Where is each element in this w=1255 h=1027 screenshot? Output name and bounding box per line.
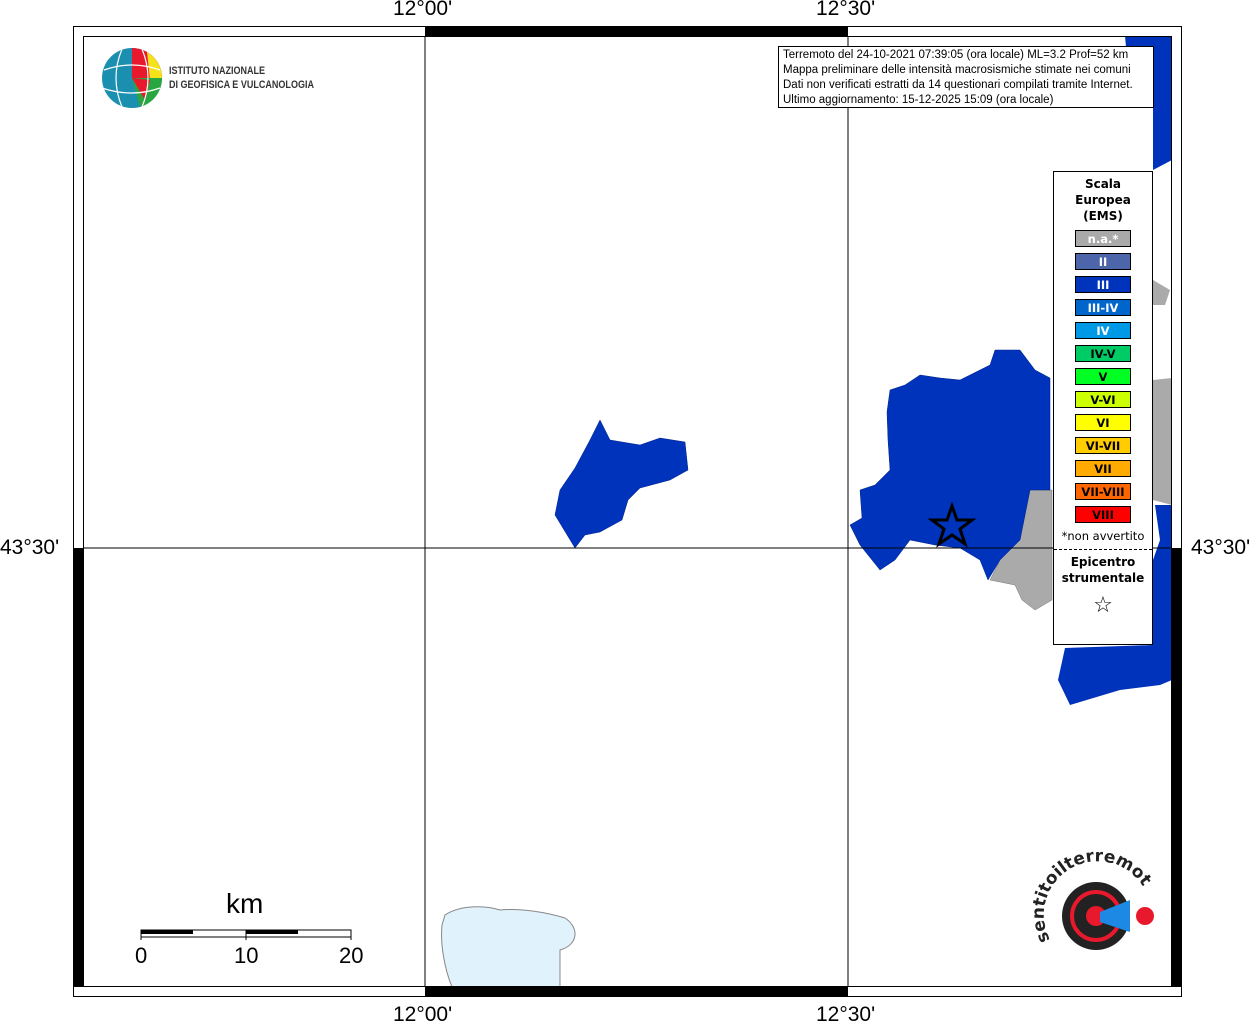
- info-line-2: Mappa preliminare delle intensità macros…: [783, 64, 1131, 76]
- lon-label-top-1200: 12°00': [393, 0, 453, 20]
- logo-line1: ISTITUTO NAZIONALE: [169, 65, 266, 77]
- lat-label-left: 43°30': [0, 536, 60, 559]
- region-not-felt: [1153, 280, 1172, 505]
- legend-swatch: VI-VII: [1075, 437, 1131, 454]
- scale-label-0: 0: [135, 943, 148, 968]
- legend-swatch: III-IV: [1075, 299, 1131, 316]
- region-intensity-III: [554, 419, 689, 549]
- star-outline-icon: ☆: [1093, 593, 1113, 618]
- info-line-3: Dati non verificati estratti da 14 quest…: [783, 79, 1133, 91]
- legend-swatch: III: [1075, 276, 1131, 293]
- info-line-4: Ultimo aggiornamento: 15-12-2025 15:09 (…: [783, 94, 1054, 106]
- legend-swatch: V: [1075, 368, 1131, 385]
- legend-swatch: V-VI: [1075, 391, 1131, 408]
- scale-label-20: 20: [339, 943, 364, 968]
- epicenter-star-icon: [927, 501, 977, 548]
- legend-swatch: VIII: [1075, 506, 1131, 523]
- ingv-logo-text: ISTITUTO NAZIONALE DI GEOFISICA E VULCAN…: [169, 64, 314, 92]
- lat-label-right: 43°30': [1191, 536, 1251, 559]
- region-intensity-III: [1058, 505, 1172, 705]
- region-intensity-III: [1100, 36, 1172, 170]
- scale-label-10: 10: [234, 943, 259, 968]
- legend-swatch: n.a.*: [1075, 230, 1131, 247]
- lon-label-top-1230: 12°30': [816, 0, 876, 20]
- info-line-1: Terremoto del 24-10-2021 07:39:05 (ora l…: [783, 49, 1129, 61]
- scale-bar: [140, 929, 352, 940]
- logo-line2: DI GEOFISICA E VULCANOLOGIA: [169, 79, 314, 91]
- legend-swatch: IV: [1075, 322, 1131, 339]
- scale-unit: km: [226, 888, 264, 919]
- region-intensity-III: [849, 349, 1051, 581]
- intensity-legend: Scala Europea (EMS) n.a.* II III III-IV IV IV…: [1053, 171, 1153, 645]
- ingv-logo-icon: [101, 48, 163, 108]
- lon-label-bottom-1230: 12°30': [816, 1003, 876, 1026]
- lake: [441, 906, 576, 988]
- legend-swatch: VII-VIII: [1075, 483, 1131, 500]
- legend-swatch: IV-V: [1075, 345, 1131, 362]
- event-info-box: Terremoto del 24-10-2021 07:39:05 (ora l…: [778, 46, 1154, 108]
- epicenter-label: Epicentro strumentale: [1061, 555, 1145, 585]
- legend-title: Scala Europea (EMS): [1075, 177, 1131, 223]
- legend-swatch: VI: [1075, 414, 1131, 431]
- legend-swatch: II: [1075, 253, 1131, 270]
- not-felt-note: *non avvertito: [1061, 529, 1145, 543]
- legend-divider: [1054, 549, 1152, 550]
- lon-label-bottom-1200: 12°00': [393, 1003, 453, 1026]
- legend-swatch: VII: [1075, 460, 1131, 477]
